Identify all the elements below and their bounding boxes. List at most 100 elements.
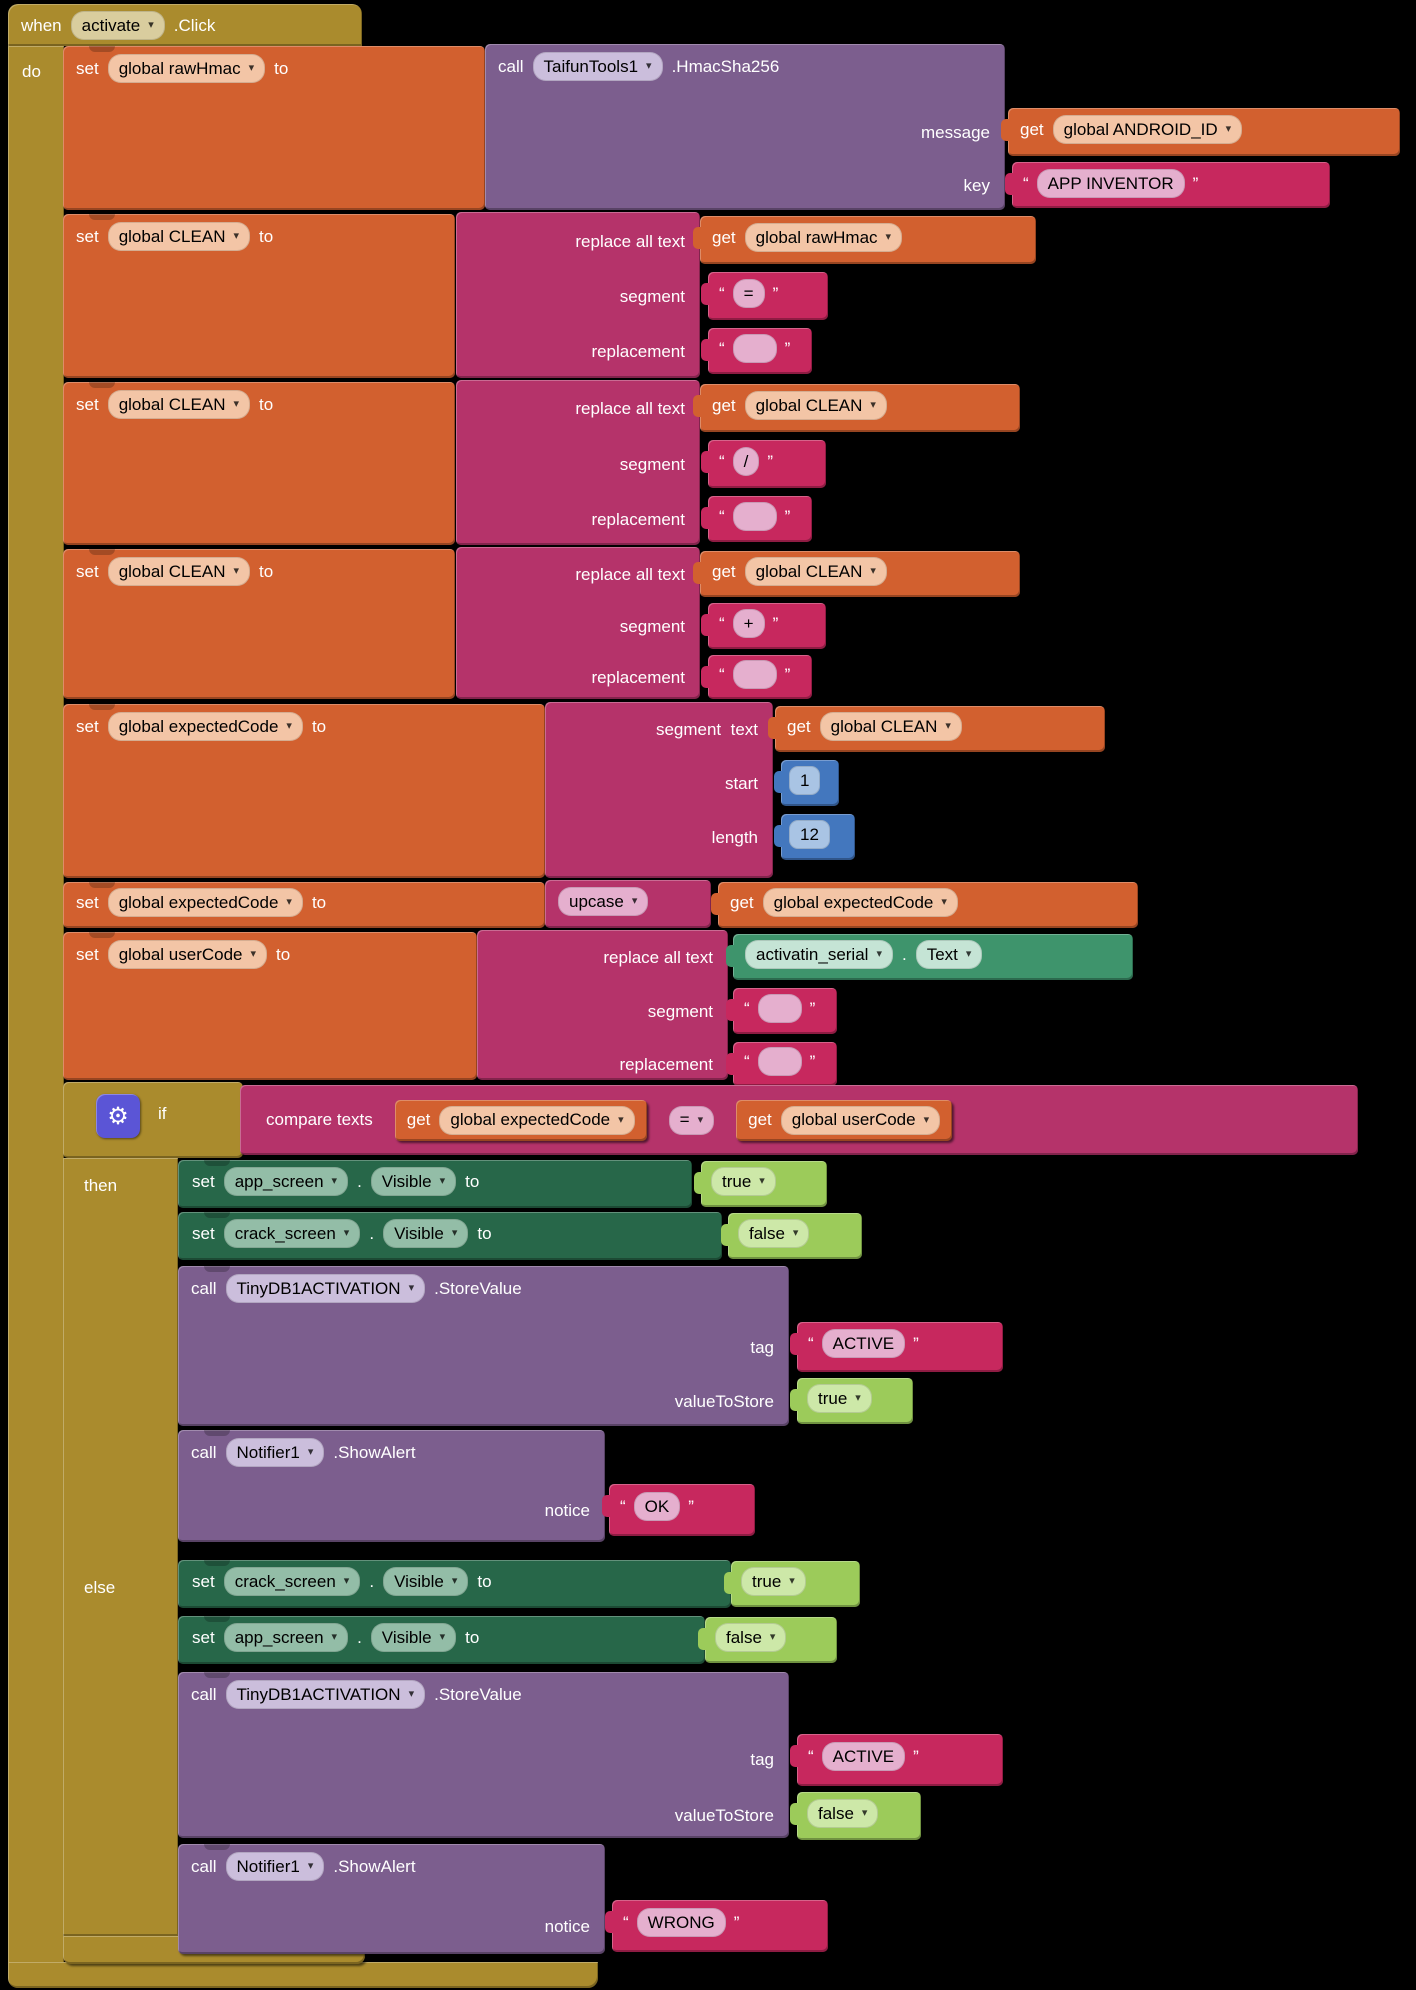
logic-false-block-3[interactable]: false — [790, 1792, 921, 1840]
variable-dropdown-expectedcode-cmp[interactable]: global expectedCode — [439, 1105, 635, 1135]
text-literal-active-else[interactable]: “ ACTIVE ” — [790, 1734, 1003, 1786]
text-literal-active-then[interactable]: “ ACTIVE ” — [790, 1322, 1003, 1372]
set-crack-screen-visible-false-block[interactable]: set crack_screen . Visible to — [178, 1212, 722, 1260]
number-field-start[interactable]: 1 — [789, 766, 821, 795]
text-literal-plus[interactable]: “ + ” — [701, 603, 826, 649]
get-global-android-id-block[interactable]: get global ANDROID_ID — [1001, 108, 1400, 156]
replace-all-text-block-2[interactable]: replace all text segment replacement — [456, 380, 700, 545]
call-hmacsha256-block[interactable]: call TaifunTools1 .HmacSha256 message ke… — [485, 44, 1005, 210]
component-dropdown-notifier1[interactable]: Notifier1 — [225, 1852, 325, 1881]
logic-true-block-2[interactable]: true — [790, 1378, 913, 1424]
event-component-dropdown[interactable]: activate — [70, 11, 165, 40]
logic-dropdown-true[interactable]: true — [711, 1167, 776, 1196]
get-global-rawhmac-block[interactable]: get global rawHmac — [693, 216, 1036, 264]
comparator-dropdown-equals[interactable]: = — [668, 1105, 715, 1135]
get-global-expectedcode-inline[interactable]: get global expectedCode — [394, 1099, 647, 1141]
segment-text-block[interactable]: segment text start length — [545, 702, 773, 878]
set-app-screen-visible-true-block[interactable]: set app_screen . Visible to — [178, 1160, 692, 1208]
text-literal-ok[interactable]: “ OK ” — [602, 1484, 755, 1536]
if-block-header[interactable] — [63, 1082, 243, 1158]
logic-dropdown-false[interactable]: false — [738, 1219, 810, 1248]
variable-dropdown-expectedcode[interactable]: global expectedCode — [107, 888, 303, 917]
component-dropdown-taifuntools1[interactable]: TaifunTools1 — [532, 52, 663, 81]
text-literal-equals[interactable]: “ = ” — [701, 272, 828, 320]
get-global-clean-block-1[interactable]: get global CLEAN — [693, 384, 1020, 432]
get-global-clean-block-2[interactable]: get global CLEAN — [693, 551, 1020, 597]
call-tinydb-storevalue-block-else[interactable]: call TinyDB1ACTIVATION .StoreValue tag v… — [178, 1672, 789, 1838]
set-global-usercode-block[interactable]: set global userCode to — [63, 932, 477, 1080]
logic-dropdown-false[interactable]: false — [807, 1799, 879, 1828]
text-field-empty[interactable] — [732, 334, 777, 363]
replace-all-text-block-4[interactable]: replace all text segment replacement — [477, 930, 728, 1080]
variable-dropdown-clean[interactable]: global CLEAN — [107, 390, 250, 419]
text-field-active[interactable]: ACTIVE — [821, 1742, 906, 1771]
text-literal-app-inventor[interactable]: “ APP INVENTOR ” — [1005, 162, 1330, 208]
text-field-wrong[interactable]: WRONG — [636, 1908, 726, 1937]
text-field-plus[interactable]: + — [732, 609, 765, 638]
logic-dropdown-false[interactable]: false — [715, 1623, 787, 1652]
property-dropdown-visible[interactable]: Visible — [370, 1623, 457, 1652]
variable-dropdown-clean-src[interactable]: global CLEAN — [744, 557, 887, 586]
text-literal-wrong[interactable]: “ WRONG ” — [605, 1900, 828, 1952]
number-field-length[interactable]: 12 — [789, 820, 830, 849]
variable-dropdown-expectedcode-src[interactable]: global expectedCode — [762, 888, 958, 917]
text-field-slash[interactable]: / — [732, 447, 760, 476]
component-dropdown-crack-screen[interactable]: crack_screen — [223, 1219, 361, 1248]
get-global-clean-block-3[interactable]: get global CLEAN — [768, 706, 1105, 752]
logic-dropdown-true[interactable]: true — [741, 1567, 806, 1596]
call-tinydb-storevalue-block-then[interactable]: call TinyDB1ACTIVATION .StoreValue tag v… — [178, 1266, 789, 1426]
text-field-empty[interactable] — [757, 1047, 802, 1076]
text-literal-empty-1[interactable]: “ ” — [701, 328, 812, 374]
variable-dropdown-clean[interactable]: global CLEAN — [107, 222, 250, 251]
number-literal-1[interactable]: 1 — [774, 760, 839, 806]
component-getter-activatin-serial-text[interactable]: activatin_serial . Text — [726, 934, 1133, 980]
logic-dropdown-true[interactable]: true — [807, 1384, 872, 1413]
text-field-equals[interactable]: = — [732, 279, 765, 308]
get-global-expectedcode-block[interactable]: get global expectedCode — [711, 882, 1138, 928]
set-global-expectedcode-block-1[interactable]: set global expectedCode to — [63, 704, 545, 878]
when-block-bottom-edge[interactable] — [8, 1962, 598, 1988]
variable-dropdown-rawhmac-src[interactable]: global rawHmac — [744, 223, 903, 252]
text-literal-empty-3[interactable]: “ ” — [701, 655, 812, 699]
logic-false-block-2[interactable]: false — [698, 1617, 837, 1663]
text-field-empty[interactable] — [732, 660, 777, 689]
set-app-screen-visible-false-block[interactable]: set app_screen . Visible to — [178, 1616, 705, 1664]
set-global-clean-block-1[interactable]: set global CLEAN to — [63, 214, 455, 378]
variable-dropdown-usercode-cmp[interactable]: global userCode — [780, 1105, 941, 1135]
replace-all-text-block-3[interactable]: replace all text segment replacement — [456, 547, 700, 699]
string-op-dropdown-upcase[interactable]: upcase — [558, 887, 649, 916]
logic-true-block-1[interactable]: true — [694, 1161, 827, 1207]
set-global-rawhmac-block[interactable]: set global rawHmac to — [63, 46, 485, 210]
text-literal-empty-4[interactable]: “ ” — [726, 988, 837, 1034]
variable-dropdown-clean-src[interactable]: global CLEAN — [744, 391, 887, 420]
if-block-branch-column[interactable] — [63, 1158, 178, 1936]
text-field-empty[interactable] — [732, 502, 777, 531]
variable-dropdown-expectedcode[interactable]: global expectedCode — [107, 712, 303, 741]
property-dropdown-visible[interactable]: Visible — [383, 1219, 469, 1248]
when-block-do-spine[interactable] — [8, 46, 64, 1965]
set-crack-screen-visible-true-block[interactable]: set crack_screen . Visible to — [178, 1560, 731, 1608]
when-activate-click-block[interactable]: when activate .Click — [8, 4, 362, 46]
component-dropdown-app-screen[interactable]: app_screen — [223, 1167, 349, 1196]
text-field-app-inventor[interactable]: APP INVENTOR — [1036, 169, 1185, 198]
get-global-usercode-inline[interactable]: get global userCode — [736, 1099, 953, 1141]
compare-texts-block[interactable]: compare texts get global expectedCode = … — [240, 1085, 1358, 1155]
variable-dropdown-usercode[interactable]: global userCode — [107, 940, 268, 969]
call-notifier-showalert-block-then[interactable]: call Notifier1 .ShowAlert notice — [178, 1430, 605, 1542]
upcase-block[interactable]: upcase — [545, 880, 711, 928]
component-dropdown-tinydb1activation[interactable]: TinyDB1ACTIVATION — [225, 1680, 426, 1709]
text-literal-empty-5[interactable]: “ ” — [726, 1042, 837, 1086]
text-field-active[interactable]: ACTIVE — [821, 1329, 906, 1358]
text-literal-slash[interactable]: “ / ” — [701, 440, 826, 488]
component-dropdown-crack-screen[interactable]: crack_screen — [223, 1567, 361, 1596]
call-notifier-showalert-block-else[interactable]: call Notifier1 .ShowAlert notice — [178, 1844, 605, 1954]
component-dropdown-app-screen[interactable]: app_screen — [223, 1623, 349, 1652]
text-literal-empty-2[interactable]: “ ” — [701, 496, 812, 542]
variable-dropdown-clean[interactable]: global CLEAN — [107, 557, 250, 586]
property-dropdown-visible[interactable]: Visible — [370, 1167, 457, 1196]
component-dropdown-activatin-serial[interactable]: activatin_serial — [745, 940, 893, 969]
set-global-expectedcode-block-2[interactable]: set global expectedCode to — [63, 882, 545, 928]
component-dropdown-tinydb1activation[interactable]: TinyDB1ACTIVATION — [225, 1274, 426, 1303]
logic-false-block-1[interactable]: false — [721, 1213, 862, 1259]
variable-dropdown-clean-src[interactable]: global CLEAN — [819, 712, 962, 741]
